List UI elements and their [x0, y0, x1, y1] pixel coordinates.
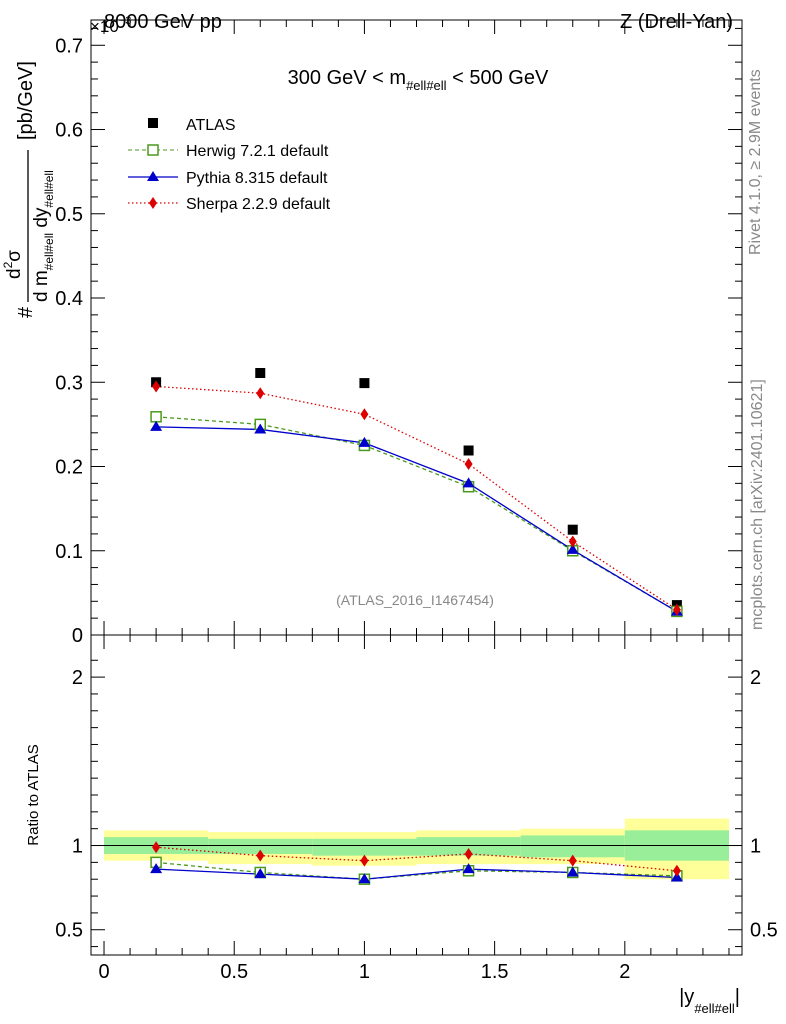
- ratio-line-pythia: [156, 868, 677, 880]
- ratio-point-sherpa: [568, 854, 577, 867]
- x-tick-label: 1.5: [481, 961, 509, 983]
- series-line-pythia: [156, 426, 678, 613]
- ratio-series-lines: [156, 846, 677, 880]
- series-line-sherpa: [156, 385, 678, 611]
- ratio-panel: 0.5 0.5 1 1 2 2 0 0.5 1 1.5 2 Ratio to ATLAS |y#el…: [25, 634, 778, 1016]
- data-point-sherpa: [152, 380, 161, 393]
- ratio-axis-ticks: 0.5 0.5 1 1 2 2 0 0.5 1 1.5 2: [55, 635, 778, 983]
- main-y-tick-label: 0.4: [55, 288, 83, 310]
- ratio-line-sherpa: [156, 846, 677, 872]
- ratio-y-axis-label: Ratio to ATLAS: [25, 744, 42, 845]
- main-y-tick-label: 0.2: [55, 457, 83, 479]
- ratio-band-green: [520, 835, 625, 858]
- ratio-band-green: [208, 838, 313, 854]
- x-tick-label: 1: [359, 961, 370, 983]
- ratio-point-pythia: [566, 866, 579, 877]
- main-y-tick-label: 0.7: [55, 35, 83, 57]
- ratio-point-sherpa: [152, 841, 161, 854]
- data-point-pythia: [254, 423, 267, 434]
- ratio-band-green: [312, 838, 417, 856]
- legend-entry-sherpa: Sherpa 2.2.9 default: [128, 196, 331, 213]
- data-point-sherpa: [672, 603, 681, 616]
- header-left: 8000 GeV pp: [104, 11, 222, 33]
- legend-label-sherpa: Sherpa 2.2.9 default: [186, 196, 331, 213]
- x-tick-label: 0: [98, 961, 109, 983]
- legend-marker-pythia: [147, 171, 159, 181]
- legend-marker-sherpa: [149, 197, 157, 209]
- main-y-tick-label: 0.5: [55, 204, 83, 226]
- ratio-point-pythia: [358, 873, 371, 884]
- main-y-tick-label: 0.6: [55, 120, 83, 142]
- legend-entry-herwig: Herwig 7.2.1 default: [128, 143, 329, 160]
- analysis-watermark: (ATLAS_2016_I1467454): [336, 592, 494, 608]
- x-tick-label: 0.5: [220, 961, 248, 983]
- ratio-y-tick-label: 2: [72, 667, 83, 689]
- ratio-y-tick-label-right: 2: [750, 667, 761, 689]
- rivet-info: Rivet 4.1.0, ≥ 2.9M events: [747, 69, 764, 255]
- x-tick-label: 2: [619, 961, 630, 983]
- legend-marker-herwig: [147, 144, 159, 156]
- ratio-series-markers: [150, 841, 683, 885]
- ratio-point-sherpa: [360, 854, 369, 867]
- data-point-atlas: [567, 524, 578, 535]
- legend-label-atlas: ATLAS: [186, 117, 236, 134]
- y-label-unit: [pb/GeV]: [15, 61, 37, 140]
- main-y-tick-label: 0.3: [55, 372, 83, 394]
- data-point-sherpa: [568, 535, 577, 548]
- main-series-lines: [156, 385, 678, 613]
- ratio-point-sherpa: [464, 847, 473, 860]
- ratio-point-pythia: [462, 863, 475, 874]
- main-y-axis-label: # d2σ d m#ell#ell dy#ell#ell [pb/GeV]: [1, 61, 56, 318]
- data-point-atlas: [359, 378, 370, 389]
- data-point-pythia: [358, 436, 371, 447]
- data-point-pythia: [150, 420, 163, 431]
- legend-entry-pythia: Pythia 8.315 default: [128, 170, 328, 187]
- main-panel: 0 0.1 0.2 0.3 0.4 0.5 0.6 0.7 300 GeV < m#ell#e…: [1, 19, 743, 647]
- ratio-line-herwig: [156, 861, 677, 880]
- data-point-sherpa: [256, 387, 265, 400]
- data-point-herwig: [150, 411, 162, 423]
- ratio-uncertainty-bands: [104, 818, 729, 880]
- main-y-tick-label: 0.1: [55, 541, 83, 563]
- y-label-numerator: d2σ: [1, 250, 25, 279]
- y-label-hash: #: [15, 306, 37, 318]
- data-point-atlas: [463, 445, 474, 456]
- legend-entry-atlas: ATLAS: [148, 117, 236, 134]
- legend-marker-atlas: [148, 118, 158, 128]
- series-line-herwig: [156, 416, 678, 612]
- main-frame: [90, 19, 743, 636]
- ratio-frame: [90, 634, 743, 956]
- ratio-band-green: [416, 837, 521, 856]
- data-point-sherpa: [464, 457, 473, 470]
- data-point-pythia: [566, 543, 579, 554]
- chart-title: 300 GeV < m#ell#ell < 500 GeV: [288, 67, 549, 93]
- legend-label-herwig: Herwig 7.2.1 default: [186, 143, 329, 160]
- y-label-denominator: d m#ell#ell dy#ell#ell: [31, 170, 56, 302]
- mcplots-info: mcplots.cern.ch [arXiv:2401.10621]: [749, 379, 766, 630]
- main-axis-ticks: 0 0.1 0.2 0.3 0.4 0.5 0.6 0.7: [55, 20, 742, 647]
- ratio-y-tick-label: 1: [72, 836, 83, 858]
- main-y-tick-label: 0: [72, 625, 83, 647]
- ratio-point-pythia: [150, 863, 163, 874]
- ratio-point-pythia: [254, 868, 267, 879]
- ratio-point-sherpa: [256, 849, 265, 862]
- x-axis-label: |y#ell#ell|: [679, 986, 740, 1016]
- data-point-pythia: [462, 477, 475, 488]
- ratio-y-tick-label: 0.5: [55, 920, 83, 942]
- ratio-y-tick-label-right: 0.5: [750, 920, 778, 942]
- main-series-markers: [150, 367, 683, 618]
- legend-label-pythia: Pythia 8.315 default: [186, 170, 328, 187]
- ratio-y-tick-label-right: 1: [750, 836, 761, 858]
- data-point-sherpa: [360, 408, 369, 421]
- ratio-point-sherpa: [672, 864, 681, 877]
- legend: ATLAS Herwig 7.2.1 default Pythia 8.315 …: [128, 117, 331, 213]
- data-point-atlas: [255, 367, 266, 378]
